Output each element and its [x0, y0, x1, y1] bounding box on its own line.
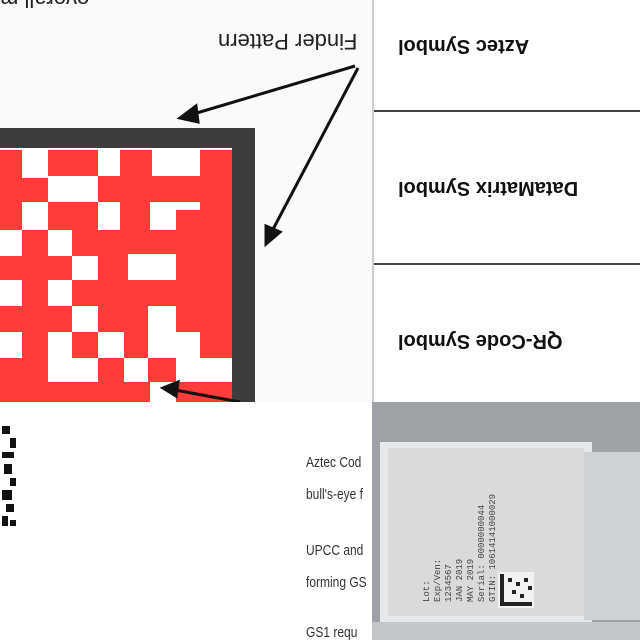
barcode-fragment	[2, 426, 16, 526]
finder-pattern-label: Finder Pattern	[218, 29, 358, 54]
labeled-boxes-photo: Lot: Exp/Ven: 1234567 JAN 2019 MAY 2019 …	[372, 402, 640, 640]
finder-pattern-diagram: Finder Pattern overall m	[0, 0, 372, 402]
label-line: JAN 2019	[455, 558, 465, 602]
datamatrix-diagram-graphic	[0, 64, 360, 402]
paragraph-line: GS1 requ	[306, 624, 358, 640]
symbol-table: Aztec Symbol DataMatrix Symbol QR-Code S…	[372, 0, 640, 402]
row-label-aztec: Aztec Symbol	[398, 35, 530, 57]
label-line: MAY 2019	[466, 558, 476, 602]
box-photo-graphic	[372, 402, 640, 640]
paragraph-line: UPCC and	[306, 542, 364, 559]
partial-barcode-strip	[0, 402, 20, 640]
row-divider	[374, 110, 640, 112]
table-row: DataMatrix Symbol	[374, 112, 640, 246]
paragraph-line: Aztec Cod	[306, 454, 362, 471]
cropped-caption: overall m	[0, 0, 89, 12]
row-label-qrcode: QR-Code Symbol	[398, 330, 563, 352]
row-divider	[374, 263, 640, 265]
row-label-datamatrix: DataMatrix Symbol	[398, 177, 579, 199]
label-line: Exp/Ven:	[433, 558, 443, 602]
table-row: QR-Code Symbol	[374, 265, 640, 399]
label-line: Lot:	[422, 580, 432, 602]
label-line: GTIN: 10614141000029	[488, 493, 498, 602]
body-text-column: Aztec Cod bull's-eye f UPCC and forming …	[300, 402, 372, 640]
printed-label-text: Lot: Exp/Ven: 1234567 JAN 2019 MAY 2019 …	[422, 442, 542, 602]
paragraph-line: forming GS	[306, 574, 367, 591]
label-datamatrix	[498, 572, 534, 608]
label-line: 1234567	[444, 564, 454, 602]
data-modules	[0, 150, 232, 402]
pointer-arrows	[159, 64, 360, 402]
paragraph-line: bull's-eye f	[306, 486, 363, 503]
label-line: Serial: 0000000044	[477, 504, 487, 602]
